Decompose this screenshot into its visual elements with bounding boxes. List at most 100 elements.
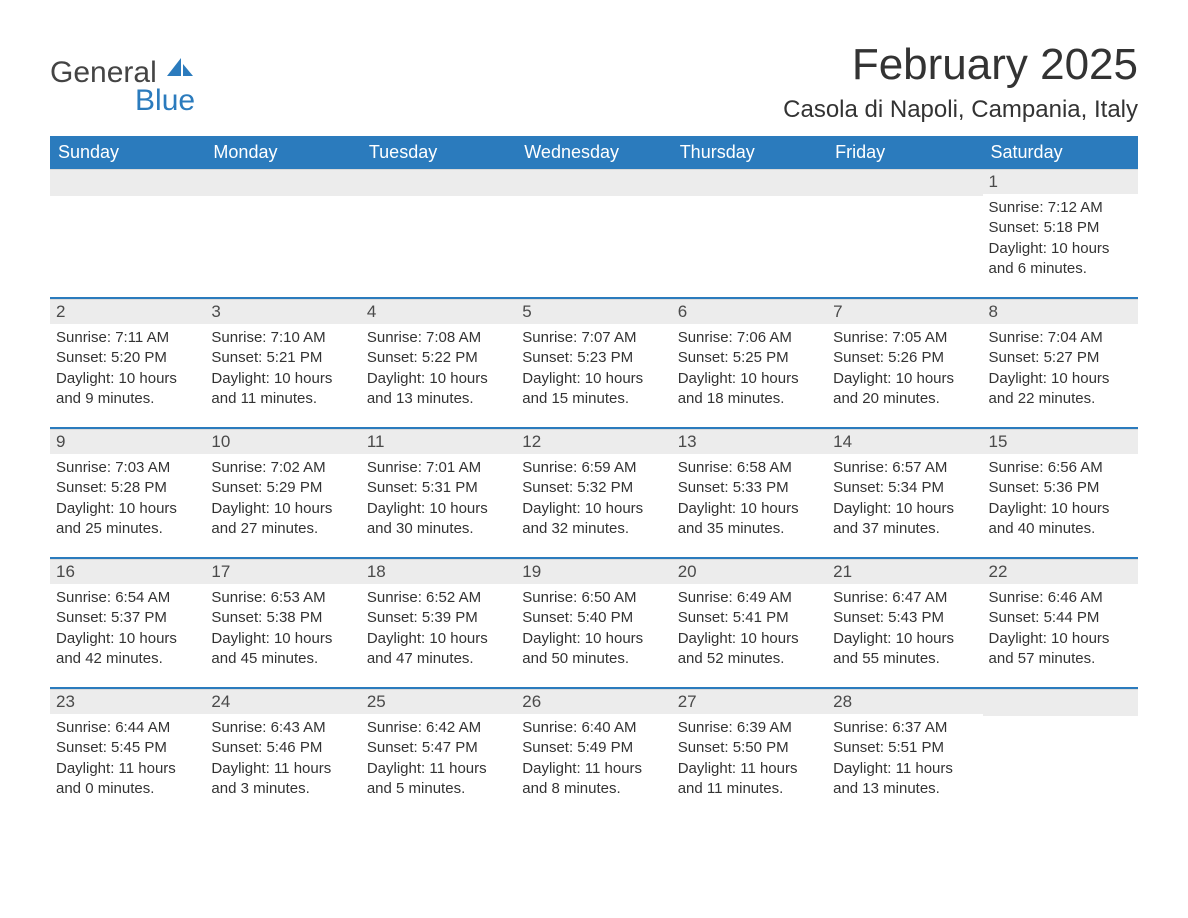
sunrise-text: Sunrise: 7:02 AM [211,458,354,478]
day-details: Sunrise: 6:50 AMSunset: 5:40 PMDaylight:… [516,584,671,679]
sunrise-text: Sunrise: 6:42 AM [367,718,510,738]
day-number: 26 [516,689,671,714]
day-details: Sunrise: 6:39 AMSunset: 5:50 PMDaylight:… [672,714,827,809]
day-details: Sunrise: 6:52 AMSunset: 5:39 PMDaylight:… [361,584,516,679]
day-header: Monday [205,136,360,169]
empty-day [205,169,360,196]
day-number: 1 [983,169,1138,194]
day-header: Thursday [672,136,827,169]
calendar-header-row: SundayMondayTuesdayWednesdayThursdayFrid… [50,136,1138,169]
day-details: Sunrise: 6:54 AMSunset: 5:37 PMDaylight:… [50,584,205,679]
sunset-text: Sunset: 5:28 PM [56,478,199,498]
sunset-text: Sunset: 5:46 PM [211,738,354,758]
daylight-text: Daylight: 10 hours and 11 minutes. [211,369,354,410]
sunrise-text: Sunrise: 7:03 AM [56,458,199,478]
week-row: 16Sunrise: 6:54 AMSunset: 5:37 PMDayligh… [50,559,1138,687]
day-details: Sunrise: 7:01 AMSunset: 5:31 PMDaylight:… [361,454,516,549]
sunset-text: Sunset: 5:47 PM [367,738,510,758]
sunrise-text: Sunrise: 6:40 AM [522,718,665,738]
sunrise-text: Sunrise: 7:12 AM [989,198,1132,218]
sunrise-text: Sunrise: 6:37 AM [833,718,976,738]
day-details: Sunrise: 7:11 AMSunset: 5:20 PMDaylight:… [50,324,205,419]
day-details: Sunrise: 7:02 AMSunset: 5:29 PMDaylight:… [205,454,360,549]
daylight-text: Daylight: 11 hours and 5 minutes. [367,759,510,800]
day-number: 13 [672,429,827,454]
sunrise-text: Sunrise: 6:44 AM [56,718,199,738]
day-cell: 21Sunrise: 6:47 AMSunset: 5:43 PMDayligh… [827,559,982,687]
day-number: 19 [516,559,671,584]
day-details: Sunrise: 6:46 AMSunset: 5:44 PMDaylight:… [983,584,1138,679]
sunrise-text: Sunrise: 6:59 AM [522,458,665,478]
day-cell: 18Sunrise: 6:52 AMSunset: 5:39 PMDayligh… [361,559,516,687]
day-number: 15 [983,429,1138,454]
sunrise-text: Sunrise: 7:10 AM [211,328,354,348]
sunrise-text: Sunrise: 7:01 AM [367,458,510,478]
sunrise-text: Sunrise: 6:56 AM [989,458,1132,478]
sunrise-text: Sunrise: 6:46 AM [989,588,1132,608]
day-number: 28 [827,689,982,714]
daylight-text: Daylight: 10 hours and 6 minutes. [989,239,1132,280]
daylight-text: Daylight: 10 hours and 55 minutes. [833,629,976,670]
daylight-text: Daylight: 10 hours and 50 minutes. [522,629,665,670]
sunrise-text: Sunrise: 6:43 AM [211,718,354,738]
daylight-text: Daylight: 11 hours and 3 minutes. [211,759,354,800]
sunset-text: Sunset: 5:49 PM [522,738,665,758]
day-details: Sunrise: 7:05 AMSunset: 5:26 PMDaylight:… [827,324,982,419]
day-details: Sunrise: 6:56 AMSunset: 5:36 PMDaylight:… [983,454,1138,549]
sunset-text: Sunset: 5:50 PM [678,738,821,758]
day-cell [205,169,360,297]
logo-sail-icon [167,58,195,80]
sunset-text: Sunset: 5:20 PM [56,348,199,368]
day-cell: 11Sunrise: 7:01 AMSunset: 5:31 PMDayligh… [361,429,516,557]
sunrise-text: Sunrise: 7:06 AM [678,328,821,348]
day-cell: 9Sunrise: 7:03 AMSunset: 5:28 PMDaylight… [50,429,205,557]
sunrise-text: Sunrise: 7:07 AM [522,328,665,348]
day-cell: 5Sunrise: 7:07 AMSunset: 5:23 PMDaylight… [516,299,671,427]
day-details: Sunrise: 7:04 AMSunset: 5:27 PMDaylight:… [983,324,1138,419]
day-details: Sunrise: 7:06 AMSunset: 5:25 PMDaylight:… [672,324,827,419]
day-cell: 6Sunrise: 7:06 AMSunset: 5:25 PMDaylight… [672,299,827,427]
day-cell: 23Sunrise: 6:44 AMSunset: 5:45 PMDayligh… [50,689,205,817]
day-header: Tuesday [361,136,516,169]
sunset-text: Sunset: 5:44 PM [989,608,1132,628]
day-cell: 20Sunrise: 6:49 AMSunset: 5:41 PMDayligh… [672,559,827,687]
daylight-text: Daylight: 10 hours and 40 minutes. [989,499,1132,540]
day-details: Sunrise: 6:47 AMSunset: 5:43 PMDaylight:… [827,584,982,679]
day-cell [827,169,982,297]
day-number: 18 [361,559,516,584]
day-cell: 26Sunrise: 6:40 AMSunset: 5:49 PMDayligh… [516,689,671,817]
sunset-text: Sunset: 5:51 PM [833,738,976,758]
daylight-text: Daylight: 10 hours and 20 minutes. [833,369,976,410]
day-cell: 13Sunrise: 6:58 AMSunset: 5:33 PMDayligh… [672,429,827,557]
day-cell: 19Sunrise: 6:50 AMSunset: 5:40 PMDayligh… [516,559,671,687]
sunrise-text: Sunrise: 6:49 AM [678,588,821,608]
week-row: 23Sunrise: 6:44 AMSunset: 5:45 PMDayligh… [50,689,1138,817]
sunset-text: Sunset: 5:31 PM [367,478,510,498]
header: General Blue February 2025 Casola di Nap… [50,40,1138,124]
day-details: Sunrise: 6:58 AMSunset: 5:33 PMDaylight:… [672,454,827,549]
calendar-page: General Blue February 2025 Casola di Nap… [0,0,1188,867]
day-details: Sunrise: 6:49 AMSunset: 5:41 PMDaylight:… [672,584,827,679]
day-cell: 16Sunrise: 6:54 AMSunset: 5:37 PMDayligh… [50,559,205,687]
sunset-text: Sunset: 5:39 PM [367,608,510,628]
sunset-text: Sunset: 5:32 PM [522,478,665,498]
sunset-text: Sunset: 5:41 PM [678,608,821,628]
day-details: Sunrise: 6:44 AMSunset: 5:45 PMDaylight:… [50,714,205,809]
day-number: 27 [672,689,827,714]
day-details: Sunrise: 6:37 AMSunset: 5:51 PMDaylight:… [827,714,982,809]
day-details: Sunrise: 6:40 AMSunset: 5:49 PMDaylight:… [516,714,671,809]
sunset-text: Sunset: 5:38 PM [211,608,354,628]
daylight-text: Daylight: 10 hours and 30 minutes. [367,499,510,540]
logo-text-blue: Blue [50,86,195,116]
location-subtitle: Casola di Napoli, Campania, Italy [783,96,1138,124]
calendar-body: 1Sunrise: 7:12 AMSunset: 5:18 PMDaylight… [50,169,1138,817]
sunset-text: Sunset: 5:27 PM [989,348,1132,368]
daylight-text: Daylight: 11 hours and 0 minutes. [56,759,199,800]
daylight-text: Daylight: 11 hours and 13 minutes. [833,759,976,800]
sunrise-text: Sunrise: 6:39 AM [678,718,821,738]
daylight-text: Daylight: 10 hours and 27 minutes. [211,499,354,540]
day-cell: 10Sunrise: 7:02 AMSunset: 5:29 PMDayligh… [205,429,360,557]
daylight-text: Daylight: 10 hours and 45 minutes. [211,629,354,670]
sunset-text: Sunset: 5:21 PM [211,348,354,368]
sunset-text: Sunset: 5:22 PM [367,348,510,368]
